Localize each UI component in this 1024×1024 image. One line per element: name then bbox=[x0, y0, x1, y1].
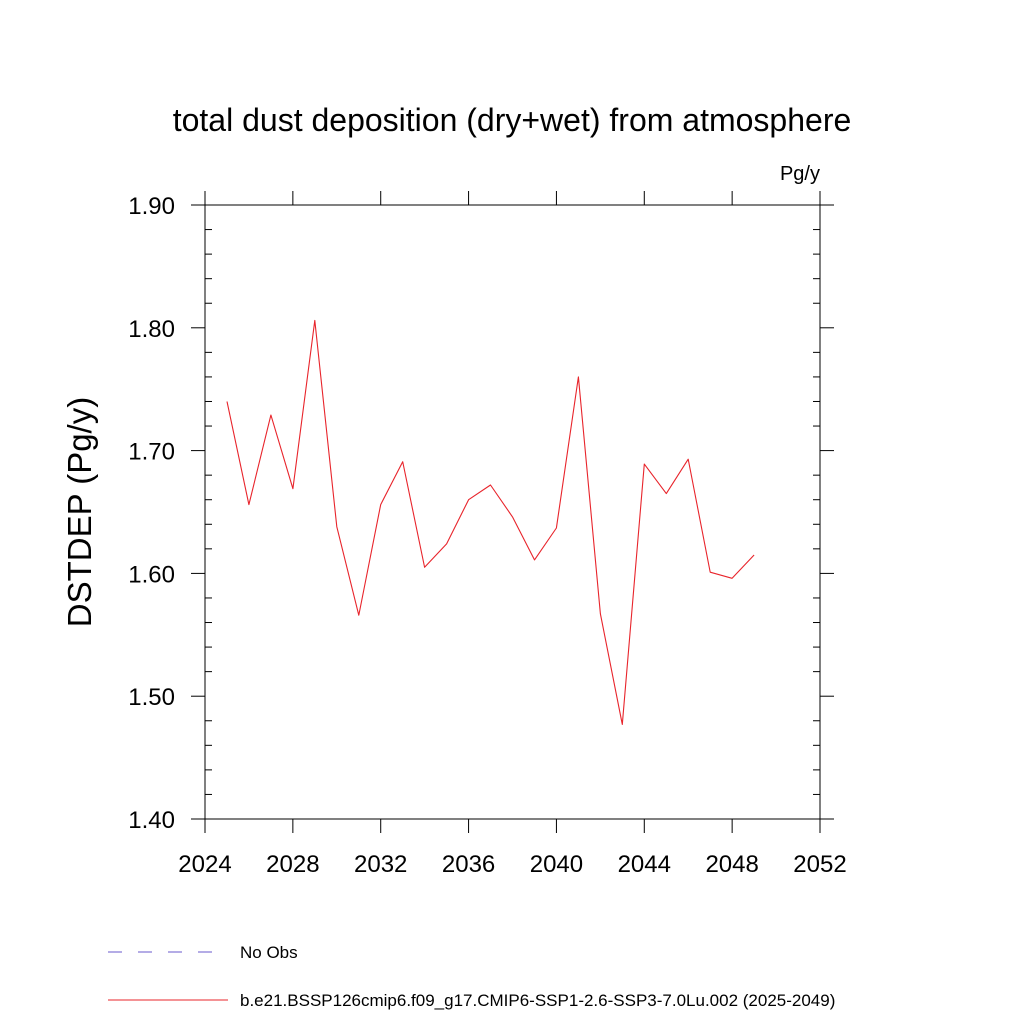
series-line bbox=[226, 319, 755, 725]
plot-frame bbox=[204, 204, 821, 820]
y-tick-label: 1.80 bbox=[128, 316, 175, 343]
y-tick-label: 1.40 bbox=[128, 807, 175, 834]
axis-ticks bbox=[191, 191, 834, 833]
units-label: Pg/y bbox=[780, 163, 820, 185]
axis-tick-labels: 2024 2028 2032 2036 2040 2044 2048 2052 1.40 1.50… bbox=[128, 193, 846, 878]
x-tick-label: 2040 bbox=[530, 851, 583, 878]
x-tick-label: 2048 bbox=[705, 851, 758, 878]
x-tick-label: 2036 bbox=[442, 851, 495, 878]
x-tick-label: 2032 bbox=[354, 851, 407, 878]
legend-label: b.e21.BSSP126cmip6.f09_g17.CMIP6-SSP1-2.… bbox=[240, 991, 835, 1010]
legend: No Obs b.e21.BSSP126cmip6.f09_g17.CMIP6-S… bbox=[108, 943, 835, 1010]
chart-title: total dust deposition (dry+wet) from atm… bbox=[173, 102, 852, 138]
y-tick-label: 1.50 bbox=[128, 684, 175, 711]
x-tick-label: 2052 bbox=[793, 851, 846, 878]
y-tick-label: 1.60 bbox=[128, 561, 175, 588]
x-tick-label: 2044 bbox=[618, 851, 671, 878]
series-layer bbox=[226, 319, 755, 725]
y-tick-label: 1.90 bbox=[128, 193, 175, 220]
legend-label: No Obs bbox=[240, 943, 298, 962]
y-tick-label: 1.70 bbox=[128, 439, 175, 466]
x-tick-label: 2024 bbox=[178, 851, 231, 878]
x-tick-label: 2028 bbox=[266, 851, 319, 878]
y-axis-label: DSTDEP (Pg/y) bbox=[61, 397, 98, 627]
